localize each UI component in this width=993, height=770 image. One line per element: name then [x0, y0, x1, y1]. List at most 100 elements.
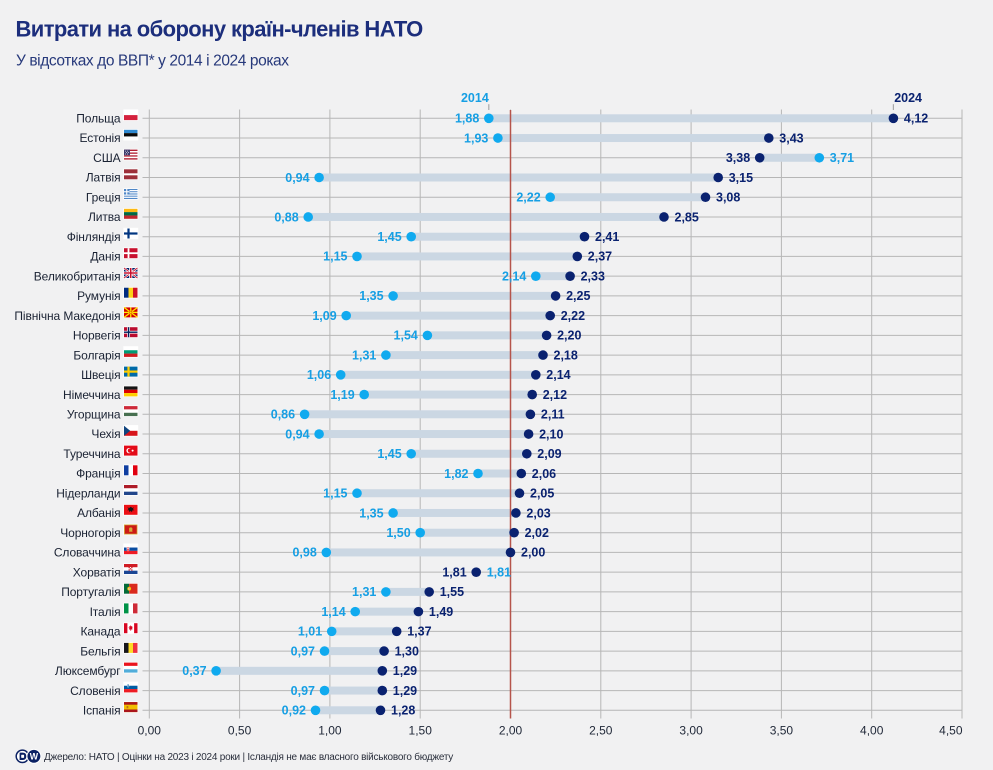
svg-text:0,98: 0,98: [292, 546, 316, 560]
svg-text:Латвія: Латвія: [86, 171, 121, 185]
svg-text:Португалія: Португалія: [61, 585, 120, 599]
svg-text:Північна Македонія: Північна Македонія: [14, 309, 120, 323]
svg-text:1,82: 1,82: [444, 467, 468, 481]
svg-text:Словенія: Словенія: [70, 684, 120, 698]
svg-text:Чехія: Чехія: [91, 427, 120, 441]
svg-text:1,14: 1,14: [321, 605, 345, 619]
svg-text:1,15: 1,15: [323, 487, 347, 501]
svg-text:Данія: Данія: [90, 250, 120, 264]
svg-text:У відсотках до ВВП* у 2014 і 2: У відсотках до ВВП* у 2014 і 2024 роках: [16, 53, 289, 70]
svg-text:2,37: 2,37: [588, 250, 612, 264]
svg-text:3,00: 3,00: [679, 724, 703, 738]
svg-text:2,14: 2,14: [502, 269, 526, 283]
svg-text:2,03: 2,03: [526, 506, 550, 520]
svg-text:1,88: 1,88: [455, 112, 479, 126]
svg-text:0,50: 0,50: [228, 724, 252, 738]
svg-text:1,06: 1,06: [307, 368, 331, 382]
svg-text:Хорватія: Хорватія: [73, 565, 121, 579]
svg-text:1,50: 1,50: [386, 526, 410, 540]
svg-text:1,31: 1,31: [352, 348, 376, 362]
svg-text:3,71: 3,71: [830, 151, 854, 165]
svg-text:1,45: 1,45: [377, 230, 401, 244]
svg-text:1,35: 1,35: [359, 506, 383, 520]
svg-text:2,12: 2,12: [543, 388, 567, 402]
svg-text:0,86: 0,86: [271, 408, 295, 422]
svg-text:2,22: 2,22: [516, 191, 540, 205]
svg-text:Витрати на оборону країн-члені: Витрати на оборону країн-членів НАТО: [16, 16, 424, 41]
svg-text:2,06: 2,06: [532, 467, 556, 481]
svg-text:2,33: 2,33: [581, 269, 605, 283]
svg-text:1,15: 1,15: [323, 250, 347, 264]
svg-text:2,20: 2,20: [557, 329, 581, 343]
svg-text:3,50: 3,50: [770, 724, 794, 738]
svg-text:Канада: Канада: [80, 625, 120, 639]
svg-text:Іспанія: Іспанія: [83, 704, 121, 718]
svg-text:1,37: 1,37: [407, 625, 431, 639]
svg-text:Болгарія: Болгарія: [73, 348, 120, 362]
svg-text:2,02: 2,02: [525, 526, 549, 540]
svg-text:1,29: 1,29: [393, 664, 417, 678]
svg-text:2,85: 2,85: [675, 210, 699, 224]
svg-text:3,08: 3,08: [716, 191, 740, 205]
svg-text:1,28: 1,28: [391, 704, 415, 718]
svg-text:4,00: 4,00: [860, 724, 884, 738]
svg-text:3,38: 3,38: [726, 151, 750, 165]
svg-text:Албанія: Албанія: [77, 506, 120, 520]
svg-text:W: W: [30, 752, 39, 762]
svg-text:1,30: 1,30: [395, 644, 419, 658]
svg-text:1,45: 1,45: [377, 447, 401, 461]
svg-text:Угорщина: Угорщина: [67, 408, 121, 422]
svg-text:1,29: 1,29: [393, 684, 417, 698]
svg-text:Нідерланди: Нідерланди: [56, 486, 120, 500]
svg-text:0,97: 0,97: [291, 644, 315, 658]
svg-text:2,05: 2,05: [530, 487, 554, 501]
svg-text:1,81: 1,81: [487, 565, 511, 579]
svg-text:Чорногорія: Чорногорія: [60, 526, 120, 540]
svg-text:США: США: [93, 151, 120, 165]
svg-text:2,25: 2,25: [566, 289, 590, 303]
svg-text:0,88: 0,88: [274, 210, 298, 224]
svg-text:Польща: Польща: [76, 112, 121, 126]
svg-text:Швеція: Швеція: [81, 368, 120, 382]
svg-text:1,35: 1,35: [359, 289, 383, 303]
svg-text:2,09: 2,09: [537, 447, 561, 461]
svg-text:1,31: 1,31: [352, 585, 376, 599]
svg-text:2,22: 2,22: [561, 309, 585, 323]
svg-text:0,00: 0,00: [138, 724, 162, 738]
svg-text:1,55: 1,55: [440, 585, 464, 599]
svg-text:Великобританія: Великобританія: [34, 269, 121, 283]
svg-text:Фінляндія: Фінляндія: [67, 230, 121, 244]
svg-text:Бельгія: Бельгія: [80, 644, 120, 658]
svg-text:Румунія: Румунія: [77, 289, 120, 303]
svg-text:3,15: 3,15: [729, 171, 753, 185]
svg-text:1,19: 1,19: [330, 388, 354, 402]
svg-text:2,14: 2,14: [546, 368, 570, 382]
svg-text:0,97: 0,97: [291, 684, 315, 698]
svg-text:4,12: 4,12: [904, 112, 928, 126]
svg-text:1,50: 1,50: [409, 724, 433, 738]
svg-text:3,43: 3,43: [779, 131, 803, 145]
svg-text:Італія: Італія: [90, 605, 121, 619]
svg-text:0,94: 0,94: [285, 171, 309, 185]
svg-text:1,00: 1,00: [318, 724, 342, 738]
svg-text:2,18: 2,18: [554, 348, 578, 362]
svg-text:2024: 2024: [894, 91, 922, 105]
svg-text:1,81: 1,81: [442, 565, 466, 579]
svg-text:0,94: 0,94: [285, 427, 309, 441]
svg-text:Норвегія: Норвегія: [73, 329, 121, 343]
svg-text:2,00: 2,00: [521, 546, 545, 560]
svg-text:2,10: 2,10: [539, 427, 563, 441]
svg-text:Люксембург: Люксембург: [55, 664, 121, 678]
svg-text:2,41: 2,41: [595, 230, 619, 244]
svg-text:Німеччина: Німеччина: [63, 388, 121, 402]
svg-text:1,01: 1,01: [298, 625, 322, 639]
svg-text:2,00: 2,00: [499, 724, 523, 738]
svg-text:Естонія: Естонія: [80, 131, 121, 145]
svg-text:0,92: 0,92: [282, 704, 306, 718]
svg-text:1,09: 1,09: [312, 309, 336, 323]
svg-text:2,50: 2,50: [589, 724, 613, 738]
svg-text:Джерело: НАТО | Оцінки на 2023: Джерело: НАТО | Оцінки на 2023 і 2024 ро…: [44, 751, 453, 763]
svg-text:Туреччина: Туреччина: [63, 447, 121, 461]
svg-text:Франція: Франція: [76, 467, 120, 481]
svg-text:Литва: Литва: [88, 210, 121, 224]
